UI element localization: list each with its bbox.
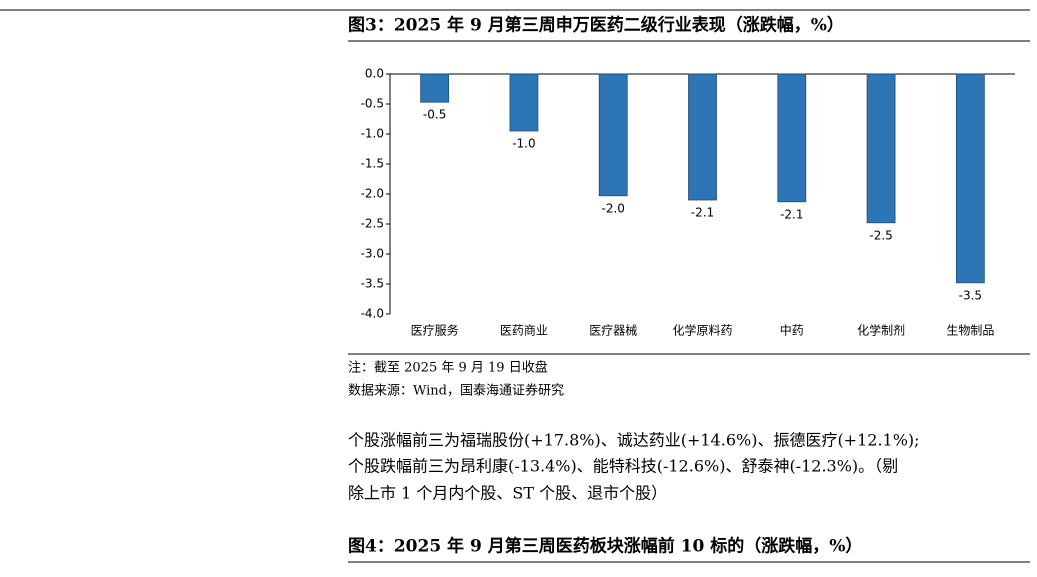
x-tick-label: 医疗器械	[589, 323, 637, 338]
bar	[420, 73, 450, 103]
y-tick-label: -2.0	[361, 187, 384, 201]
data-label: -2.1	[691, 206, 714, 220]
chart: 0.0 -0.5 -1.0 -1.5 -2.0 -2.5 -3.0 -3.5 -4.0 医疗服务 -…	[361, 67, 1015, 338]
bar	[866, 73, 896, 224]
bar	[777, 73, 807, 203]
figure-title: 图3：2025 年 9 月第三周申万医药二级行业表现（涨跌幅，%）	[348, 15, 844, 36]
x-tick-label: 医药商业	[500, 323, 548, 338]
y-tick-label: -3.0	[361, 247, 384, 261]
y-tick-label: -1.5	[361, 157, 384, 171]
data-label: -0.5	[423, 108, 446, 122]
y-tick-label: -0.5	[361, 97, 384, 111]
y-tick-label: -3.5	[361, 277, 384, 291]
y-tick-label: -2.5	[361, 217, 384, 231]
data-label: -2.1	[780, 207, 803, 221]
source: 数据来源：Wind，国泰海通证券研究	[348, 383, 564, 399]
paragraph-line: 个股跌幅前三为昂利康(-13.4%)、能特科技(-12.6%)、舒泰神(-12.…	[348, 457, 898, 476]
x-tick-label: 中药	[780, 323, 804, 338]
data-label: -2.0	[602, 201, 625, 215]
bar	[688, 73, 717, 201]
x-tick-label: 医疗服务	[411, 323, 459, 338]
figure-title: 图4：2025 年 9 月第三周医药板块涨幅前 10 标的（涨跌幅，%）	[348, 536, 862, 557]
bar	[509, 73, 539, 132]
note: 注：截至 2025 年 9 月 19 日收盘	[348, 360, 548, 376]
paragraph-line: 个股涨幅前三为福瑞股份(+17.8%)、诚达药业(+14.6%)、振德医疗(+1…	[348, 431, 920, 450]
data-label: -2.5	[869, 228, 892, 242]
y-tick-label: -1.0	[361, 127, 384, 141]
y-tick-label: -4.0	[361, 307, 384, 321]
y-tick-label: 0.0	[365, 67, 384, 81]
x-tick-label: 化学原料药	[672, 323, 732, 338]
x-tick-label: 化学制剂	[857, 323, 905, 338]
paragraph-line: 除上市 1 个月内个股、ST 个股、退市个股）	[348, 484, 667, 503]
data-label: -1.0	[512, 137, 535, 151]
bar	[598, 73, 628, 197]
x-tick-label: 生物制品	[946, 324, 994, 338]
bar	[955, 73, 985, 284]
data-label: -3.5	[959, 288, 982, 302]
